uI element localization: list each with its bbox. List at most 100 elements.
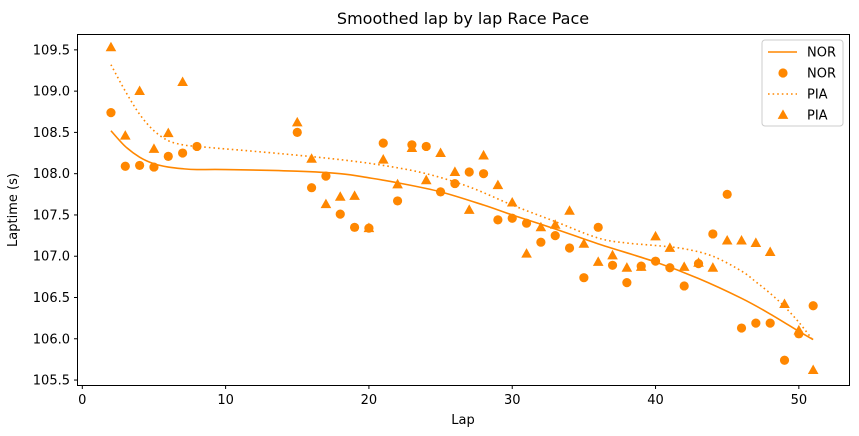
pia-lap-point: [621, 262, 633, 272]
pia-lap-point: [105, 41, 117, 52]
y-axis-ticks: 105.5 106.0 106.5 107.0 107.5 108.0 108.5 109.0…: [33, 43, 78, 389]
nor-lap-point: [579, 273, 589, 283]
chart-title: Smoothed lap by lap Race Pace: [337, 9, 589, 28]
pia-lap-point: [736, 234, 747, 245]
pia-lap-point: [420, 174, 432, 185]
nor-lap-point: [450, 178, 460, 189]
pia-lap-point: [162, 127, 174, 138]
x-tick-label: 20: [361, 393, 378, 408]
pia-lap-point: [320, 198, 332, 209]
pia-lap-point: [607, 249, 618, 260]
nor-lap-point: [521, 218, 532, 228]
x-tick-label: 50: [791, 393, 808, 408]
nor-lap-point: [349, 222, 360, 232]
pia-smoothed-line: [110, 64, 814, 341]
y-tick-label: 105.5: [33, 374, 70, 389]
legend-label: PIA: [807, 88, 828, 103]
legend-label: NOR: [807, 46, 836, 61]
pia-lap-point: [750, 237, 762, 247]
nor-lap-point: [135, 160, 145, 171]
nor-lap-point: [421, 141, 431, 152]
legend: NOR NOR PIA PIA: [761, 39, 844, 127]
pia-lap-point: [535, 221, 547, 232]
y-tick-label: 108.0: [33, 167, 70, 182]
nor-lap-point: [751, 318, 761, 328]
x-tick-label: 40: [647, 393, 664, 408]
pia-lap-point: [291, 116, 303, 127]
nor-lap-point: [292, 127, 302, 138]
legend-triangle-marker-icon: [777, 109, 789, 119]
pia-lap-point: [807, 364, 819, 375]
y-tick-label: 108.5: [33, 126, 70, 141]
pia-lap-point: [148, 143, 160, 153]
pia-lap-point: [377, 154, 389, 164]
nor-lap-point: [392, 196, 403, 206]
pia-lap-point: [564, 205, 575, 215]
nor-lap-point: [192, 141, 202, 152]
nor-lap-point: [550, 230, 560, 241]
pia-lap-point: [721, 234, 733, 245]
legend-item-nor-solid-line: NOR: [768, 46, 836, 61]
pia-lap-point: [707, 262, 719, 272]
legend-box: [761, 39, 844, 127]
y-tick-label: 107.5: [33, 208, 70, 223]
y-tick-label: 107.0: [33, 250, 70, 265]
legend-item-nor-circle: NOR: [778, 67, 836, 82]
y-tick-label: 106.0: [33, 332, 70, 347]
x-axis-label: Lap: [451, 413, 474, 428]
y-tick-label: 109.0: [33, 85, 70, 100]
series-pia-smoothed-line: [110, 64, 814, 341]
legend-item-pia-triangle: PIA: [777, 109, 828, 124]
pia-lap-point: [306, 153, 317, 163]
nor-lap-point: [178, 148, 188, 158]
nor-lap-point: [593, 222, 603, 232]
pia-lap-point: [134, 85, 145, 96]
pia-lap-point: [406, 142, 418, 153]
x-axis-ticks: 0 10 20 30 40 50: [78, 385, 807, 408]
nor-lap-point: [650, 256, 661, 266]
nor-lap-point: [564, 243, 575, 253]
nor-lap-point: [149, 162, 159, 172]
nor-lap-point: [163, 151, 173, 161]
pia-lap-point: [793, 324, 805, 335]
nor-lap-point: [435, 187, 446, 197]
axes-frame: [77, 34, 850, 386]
nor-lap-point: [464, 167, 474, 177]
nor-lap-point: [765, 318, 775, 328]
pia-lap-point: [463, 204, 475, 214]
pia-lap-point: [664, 242, 676, 252]
nor-lap-point: [607, 260, 618, 270]
pia-lap-point: [392, 178, 403, 189]
series-pia-scatter: [105, 41, 819, 375]
nor-lap-point: [736, 323, 747, 333]
nor-lap-point: [622, 278, 632, 288]
nor-lap-point: [536, 237, 546, 247]
pia-lap-point: [334, 191, 346, 201]
x-tick-label: 30: [504, 393, 521, 408]
nor-lap-point: [306, 183, 317, 193]
x-tick-label: 10: [217, 393, 234, 408]
pia-lap-point: [521, 248, 532, 258]
nor-lap-point: [378, 138, 388, 148]
nor-lap-point: [722, 189, 732, 199]
pia-lap-point: [678, 261, 690, 271]
legend-item-pia-dotted-line: PIA: [768, 88, 828, 103]
nor-lap-point: [665, 263, 675, 273]
pia-lap-point: [478, 149, 489, 160]
nor-lap-point: [507, 213, 517, 223]
y-tick-label: 106.5: [33, 291, 70, 306]
pia-lap-point: [492, 179, 504, 190]
pia-lap-point: [650, 230, 661, 241]
nor-lap-point: [120, 161, 130, 171]
nor-lap-point: [779, 355, 790, 365]
pia-lap-point: [764, 246, 776, 257]
nor-lap-point: [478, 169, 489, 179]
pia-lap-point: [549, 219, 561, 229]
legend-label: PIA: [807, 109, 828, 124]
x-tick-label: 0: [78, 393, 86, 408]
pia-lap-point: [349, 190, 360, 200]
nor-lap-point: [106, 107, 116, 118]
legend-circle-marker-icon: [778, 68, 788, 78]
